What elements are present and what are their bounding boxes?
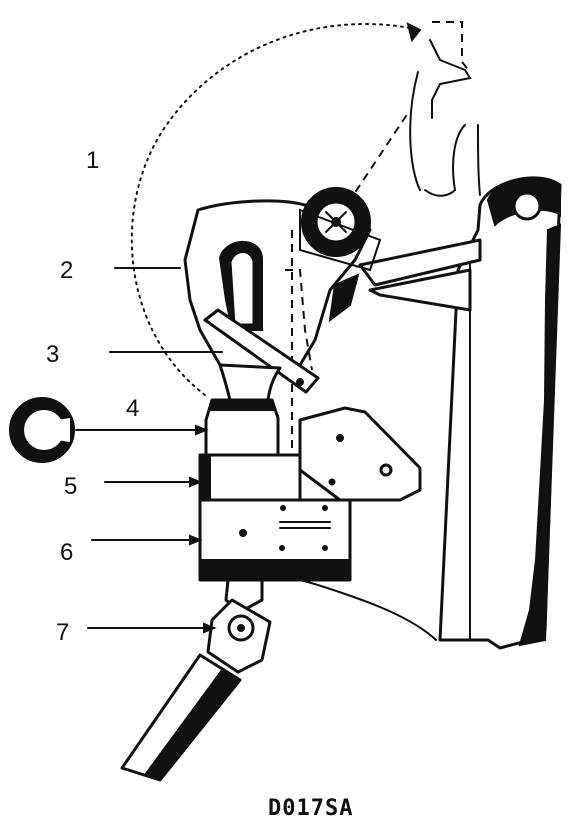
frame-pivot-hole (512, 191, 542, 221)
callout-5: 5 (64, 473, 77, 500)
callout-2: 2 (60, 257, 73, 284)
callout-1: 1 (86, 147, 99, 174)
housing-block (198, 498, 352, 582)
hook-neck (218, 363, 282, 402)
retaining-ring-detail (9, 397, 75, 463)
tractor-frame (299, 176, 562, 650)
ghost-hook-position (339, 21, 481, 216)
swing-arrow-head (406, 22, 422, 43)
pull-rod (285, 230, 313, 580)
leader-lines (75, 267, 223, 634)
callout-3: 3 (46, 341, 59, 368)
swing-arc (130, 22, 422, 396)
figure-caption: D017SA (268, 796, 353, 821)
mounting-plate (298, 406, 422, 502)
callout-4: 4 (126, 395, 139, 422)
cam-roller (299, 187, 382, 272)
lift-link (328, 238, 482, 323)
drive-shaft (120, 578, 272, 782)
callout-7: 7 (56, 619, 69, 646)
callout-6: 6 (60, 539, 73, 566)
sleeve (198, 453, 302, 502)
collar (204, 398, 280, 457)
